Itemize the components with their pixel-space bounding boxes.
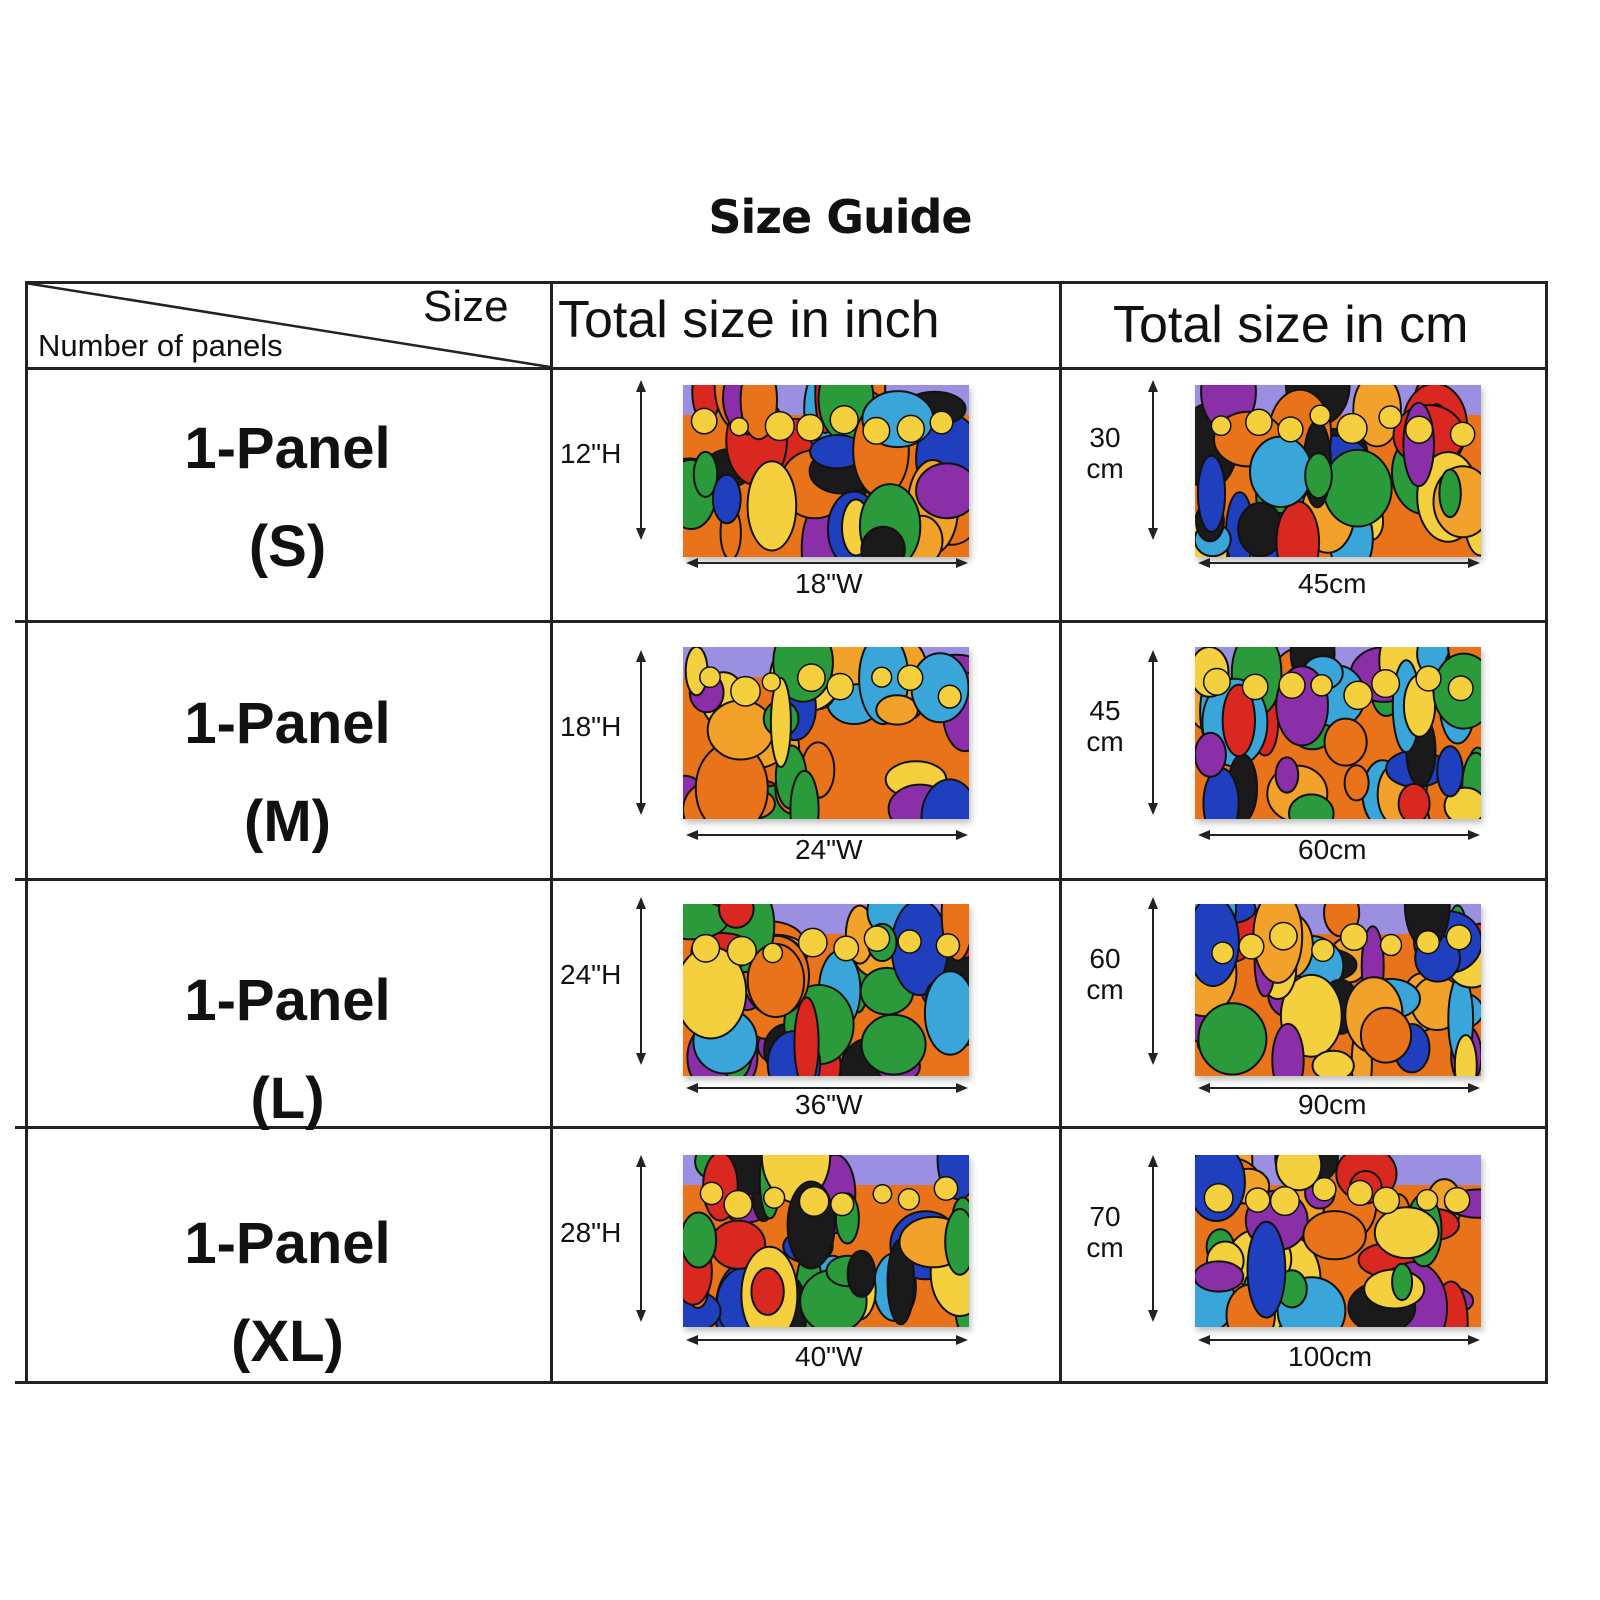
inch-width-label: 24"W — [795, 834, 863, 865]
table-border-left — [25, 281, 28, 1384]
width-arrow — [1198, 558, 1480, 568]
panel-count: 1-Panel — [184, 416, 391, 481]
panel-size-label: 1-Panel (XL) — [25, 1215, 550, 1371]
cm-height-unit: cm — [1086, 725, 1124, 757]
header-diagonal-line — [25, 281, 551, 369]
inch-height-label: 18"H — [560, 710, 622, 742]
size-code: (L) — [250, 1066, 325, 1131]
painting-artwork — [683, 1155, 969, 1327]
cm-width-label: 45cm — [1298, 568, 1367, 599]
height-arrow — [636, 1155, 646, 1322]
cm-width-label: 100cm — [1288, 1341, 1373, 1372]
table-border-bottom — [15, 1381, 1545, 1384]
header-panels-label: Number of panels — [38, 328, 283, 363]
cm-height-label: 30 cm — [1075, 422, 1135, 484]
inch-width-label: 40"W — [795, 1341, 863, 1372]
width-arrow — [1198, 1083, 1480, 1093]
height-arrow — [1148, 650, 1158, 815]
cm-width-label: 60cm — [1298, 834, 1367, 865]
cm-height-label: 70 cm — [1075, 1201, 1135, 1263]
size-code: (S) — [248, 514, 327, 579]
inch-height-label: 12"H — [560, 438, 622, 469]
panel-size-label: 1-Panel (L) — [25, 972, 550, 1128]
inch-height-label: 24"H — [560, 959, 622, 990]
table-row-divider — [15, 878, 1545, 881]
product-image-cm — [1195, 904, 1481, 1076]
panel-count: 1-Panel — [184, 691, 391, 756]
panel-size-label: 1-Panel (M) — [25, 695, 550, 851]
inch-width-label: 18"W — [795, 568, 863, 599]
header-cm-column: Total size in cm — [1113, 296, 1469, 354]
height-arrow — [636, 650, 646, 815]
cm-height-label: 45 cm — [1075, 695, 1135, 757]
height-arrow — [1148, 380, 1158, 540]
panel-count: 1-Panel — [184, 1211, 391, 1276]
product-image-inch — [683, 1155, 969, 1327]
inch-height-label: 28"H — [560, 1216, 622, 1248]
cm-width-label: 90cm — [1298, 1089, 1367, 1120]
painting-artwork — [1195, 385, 1481, 557]
cm-height-label: 60 cm — [1075, 943, 1135, 1005]
width-arrow — [686, 1083, 968, 1093]
size-code: (XL) — [231, 1309, 344, 1374]
cm-height-value: 60 — [1089, 943, 1121, 974]
table-row-divider — [15, 620, 1545, 623]
header-inch-column: Total size in inch — [558, 291, 940, 349]
product-image-cm — [1195, 1155, 1481, 1327]
cm-height-value: 30 — [1089, 422, 1121, 453]
painting-artwork — [683, 647, 969, 819]
cm-height-unit: cm — [1086, 1231, 1124, 1263]
painting-artwork — [683, 385, 969, 557]
table-col-divider — [550, 281, 553, 1384]
height-arrow — [636, 380, 646, 540]
product-image-inch — [683, 647, 969, 819]
width-arrow — [686, 558, 968, 568]
painting-artwork — [683, 904, 969, 1076]
table-border-top — [25, 281, 1545, 284]
size-code: (M) — [244, 789, 331, 854]
width-arrow — [1198, 1335, 1480, 1345]
header-size-label: Size — [423, 282, 509, 331]
panel-count: 1-Panel — [184, 968, 391, 1033]
width-arrow — [1198, 830, 1480, 840]
panel-size-label: 1-Panel (S) — [25, 420, 550, 576]
painting-artwork — [1195, 1155, 1481, 1327]
painting-artwork — [1195, 647, 1481, 819]
product-image-cm — [1195, 385, 1481, 557]
table-border-right — [1545, 281, 1548, 1384]
product-image-inch — [683, 385, 969, 557]
cm-height-value: 45 — [1089, 694, 1121, 726]
table-col-divider — [1059, 281, 1062, 1384]
page-title: Size Guide — [708, 190, 972, 244]
width-arrow — [686, 1335, 968, 1345]
height-arrow — [1148, 1155, 1158, 1322]
cm-height-value: 70 — [1089, 1200, 1121, 1232]
product-image-cm — [1195, 647, 1481, 819]
inch-width-label: 36"W — [795, 1089, 863, 1120]
cm-height-unit: cm — [1086, 974, 1124, 1005]
table-row-divider — [15, 1126, 1545, 1129]
height-arrow — [1148, 897, 1158, 1065]
width-arrow — [686, 830, 968, 840]
product-image-inch — [683, 904, 969, 1076]
height-arrow — [636, 897, 646, 1065]
painting-artwork — [1195, 904, 1481, 1076]
cm-height-unit: cm — [1086, 453, 1124, 484]
table-border-header — [25, 367, 1545, 370]
